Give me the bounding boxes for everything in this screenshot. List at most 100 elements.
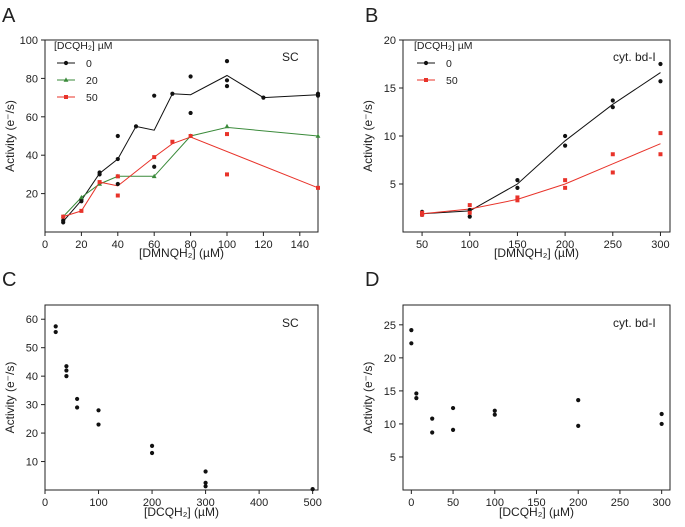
panel-a-xtick-label: 80 — [184, 239, 196, 251]
panel-d-series-0-point — [659, 411, 664, 417]
panel-a-series-0-point — [61, 218, 66, 223]
panel-b-series-1-line — [422, 143, 661, 215]
panel-b-xtick-label: 100 — [461, 239, 479, 251]
panel-d-series-0-point — [409, 341, 414, 346]
panel-b-series-0-point — [563, 133, 568, 139]
panel-b-series-0-point — [515, 185, 520, 190]
panel-c-ytick-label: 60 — [26, 314, 38, 326]
panel-a-xtick-label: 20 — [75, 239, 87, 251]
panel-a-series-0-point — [152, 93, 157, 98]
panel-a-ylabel: Activity (e⁻/s) — [3, 100, 17, 172]
panel-c-frame — [44, 304, 319, 491]
panel-b-xtick-label: 250 — [604, 239, 622, 251]
panel-a-legend-marker — [63, 60, 69, 66]
panel-c-ytick-label: 30 — [26, 400, 38, 412]
panel-b-series-0-point — [610, 105, 615, 110]
panel-b-legend-label: 50 — [446, 75, 458, 87]
panel-c-series-0-point — [96, 422, 101, 427]
panel-a-series-2-point — [152, 155, 157, 160]
panel-d-ytick-label: 20 — [384, 353, 396, 365]
panel-a-xtick-label: 40 — [112, 239, 124, 251]
panel-b-series-1-point — [420, 210, 425, 215]
panel-a-series-0-point — [315, 91, 321, 96]
panel-b-series-0-point — [658, 61, 663, 67]
panel-b-xtick-label: 150 — [508, 239, 526, 251]
panel-c-ytick-label: 10 — [26, 457, 38, 469]
panel-b-series-1-point — [658, 131, 663, 136]
panel-a-series-2-point — [79, 208, 84, 213]
panel-a-xtick-label: 120 — [254, 239, 272, 251]
panel-c-series-0-point — [203, 469, 208, 474]
panel-a-legend-label: 50 — [86, 92, 98, 104]
panel-letter-d: D — [365, 269, 379, 291]
panel-a-xtick-label: 60 — [148, 239, 160, 251]
panel-c-ytick-label: 50 — [26, 343, 38, 355]
panel-a-ytick-label: 40 — [26, 150, 38, 162]
panel-a-series-2-point — [225, 132, 229, 137]
panel-c-series-0-point — [75, 405, 80, 410]
panel-a-series-0-point — [115, 133, 120, 139]
panel-c-xtick-label: 0 — [42, 497, 48, 509]
panel-letter-c: C — [2, 269, 16, 291]
panel-d-xtick-label: 100 — [486, 497, 504, 509]
panel-c-series-0-point — [75, 396, 80, 402]
panel-d-plot: 0 50 100 150 200 250 300 5 10 15 20 25 [DCQH₂] (µM) A… — [361, 304, 671, 519]
panel-a-series-1-point — [224, 123, 230, 129]
panel-b-series-1-point — [610, 170, 615, 175]
panel-a-series-2-point — [115, 193, 120, 198]
panel-c-series-0-point — [310, 487, 315, 492]
panel-d-series-0-point — [576, 398, 581, 403]
panel-a-series-0-point — [170, 91, 175, 96]
panel-d-series-0-point — [430, 416, 435, 421]
panel-d-series-0-point — [450, 405, 456, 411]
panel-b-series-1-point — [467, 203, 472, 208]
panel-d-xtick-label: 150 — [527, 497, 545, 509]
panel-c-xtick-label: 200 — [143, 497, 161, 509]
panel-d-xlabel: [DCQH₂] (µM) — [499, 505, 574, 519]
panel-a-series-0-point — [224, 59, 230, 64]
panel-a-legend-title: [DCQH₂] µM — [54, 40, 113, 52]
panel-d-ytick-label: 5 — [390, 452, 396, 464]
panel-b-series-1-point — [658, 152, 663, 157]
panel-c-ylabel: Activity (e⁻/s) — [3, 362, 17, 434]
panel-b-legend: [DCQH₂] µM 0 50 — [414, 40, 473, 87]
panel-d-series-0-point — [576, 423, 581, 429]
panel-b-series-0-point — [515, 178, 520, 183]
panel-b-legend-marker — [423, 60, 429, 66]
panel-a-series-2-point — [170, 139, 175, 144]
panel-a-ytick-label: 80 — [26, 73, 38, 85]
panel-b-plot: 50 100 150 200 250 300 5 10 15 20 [DMNQH₂] (µM) Act… — [361, 35, 671, 260]
panel-a-series-2-point — [61, 214, 66, 219]
panel-c-series-0-point — [96, 408, 101, 413]
panel-c-series-0-point — [149, 443, 155, 448]
panel-c-series-0-point — [149, 450, 155, 456]
panel-a-series-1-point — [151, 173, 157, 179]
panel-d-series-0-point — [430, 430, 435, 435]
panel-a-xtick-label: 140 — [291, 239, 309, 251]
panel-b-series-1-point — [563, 178, 568, 183]
panel-a-series-2-point — [225, 172, 229, 177]
panel-b-xtick-label: 300 — [651, 239, 669, 251]
panel-d-series-0-point — [409, 328, 414, 333]
panel-b-series-0-point — [563, 143, 568, 148]
panel-b-frame — [402, 39, 671, 233]
panel-b-ytick-label: 20 — [384, 35, 396, 47]
panel-c-series-0-point — [53, 329, 58, 335]
panel-d-ytick-label: 15 — [384, 386, 396, 398]
panel-a-series-2-point — [188, 134, 193, 138]
panel-b-series-0-line — [422, 72, 661, 215]
panel-d-series-0-point — [414, 391, 419, 396]
panel-c-xtick-label: 100 — [89, 497, 107, 509]
panel-c-ytick-label: 20 — [26, 428, 38, 440]
panel-b-series-1-point — [515, 198, 520, 203]
panel-a-series-0-point — [188, 74, 193, 79]
panel-d-ytick-label: 10 — [384, 419, 396, 431]
panel-d-xtick-label: 50 — [447, 497, 459, 509]
panel-d-xtick-label: 300 — [652, 497, 670, 509]
panel-b-xlabel: [DMNQH₂] (µM) — [494, 246, 579, 260]
panel-a-legend-marker — [64, 95, 68, 99]
panel-a-legend-label: 20 — [86, 75, 98, 87]
panel-d-series-0-point — [492, 412, 497, 417]
panel-d-series-0-point — [414, 396, 419, 401]
panel-c-xtick-label: 300 — [196, 497, 214, 509]
